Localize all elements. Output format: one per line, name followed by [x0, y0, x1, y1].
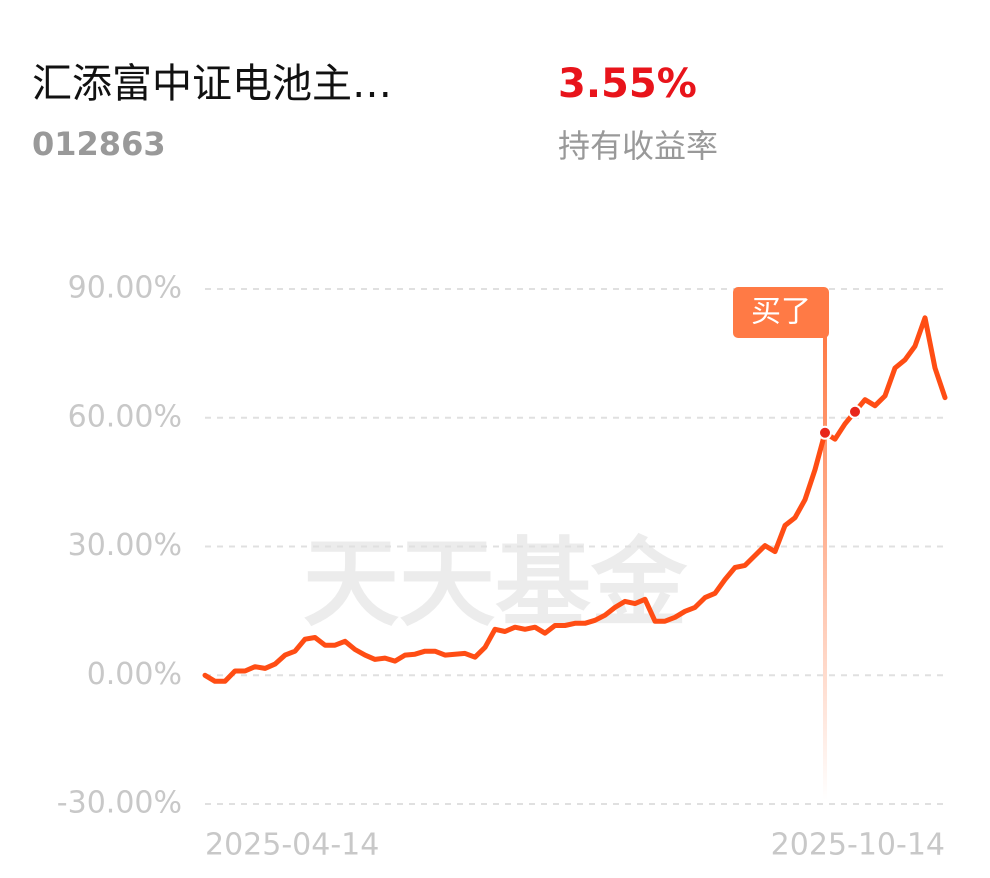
series-line [202, 315, 948, 684]
x-tick-label: 2025-04-14 [205, 828, 379, 863]
annotation-line [823, 336, 827, 800]
y-tick-label: 60.00% [68, 399, 182, 434]
trade-marker [818, 425, 832, 440]
y-tick-label: 30.00% [68, 528, 182, 563]
annotation-box [733, 287, 829, 338]
x-tick-label: 2025-10-14 [771, 828, 945, 863]
y-tick-label: -30.00% [57, 786, 182, 821]
watermark: 天天基金 [303, 527, 688, 639]
fund-code: 012863 [32, 125, 166, 163]
y-tick-label: 90.00% [68, 271, 182, 306]
annotation-label: 买了 [751, 295, 811, 330]
y-tick-label: 0.00% [87, 657, 182, 692]
return-value: 3.55% [558, 61, 697, 107]
trade-marker [848, 404, 862, 419]
return-label: 持有收益率 [558, 127, 718, 165]
fund-title: 汇添富中证电池主… [32, 61, 392, 107]
